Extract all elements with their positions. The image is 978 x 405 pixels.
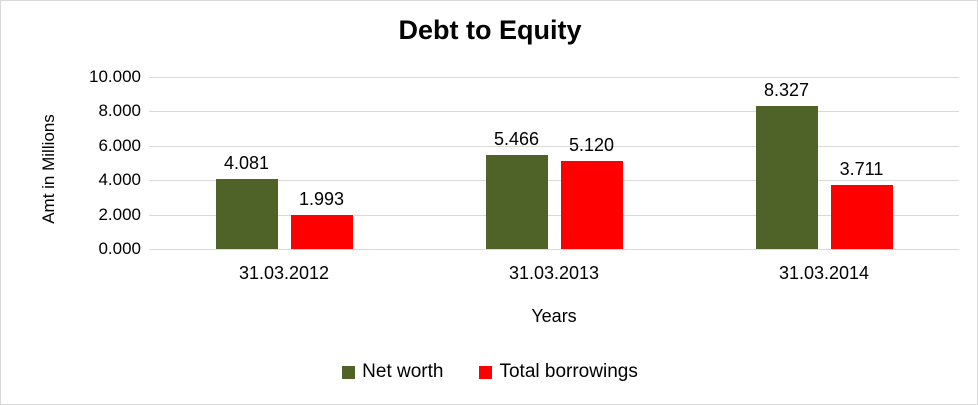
y-axis-tick-label: 10.000 (89, 67, 141, 86)
gridline (149, 214, 959, 216)
legend-item-net-worth[interactable]: Net worth (342, 361, 443, 383)
y-axis-tick-label: 2.000 (98, 204, 141, 224)
y-axis-tick-label: 4.000 (98, 170, 141, 190)
chart-title: Debt to Equity (398, 15, 582, 45)
y-axis-tick-label: 8.000 (98, 101, 141, 121)
bar-net-worth[interactable] (215, 178, 278, 249)
y-axis-tick-labels: 0.000 2.000 4.000 6.000 8.000 10.000 (41, 67, 141, 258)
bar-value-label: 4.081 (223, 152, 270, 173)
bar-total-borrowings[interactable] (560, 160, 623, 249)
bar-value-label: 8.327 (763, 79, 810, 100)
x-axis-title: Years (531, 306, 577, 326)
legend-item-total-borrowings[interactable]: Total borrowings (479, 361, 638, 383)
x-axis-category-label: 31.03.2012 (238, 263, 330, 283)
gridline (149, 77, 959, 78)
bar-value-label: 5.466 (493, 128, 540, 149)
plot-area: 4.081 1.993 5.466 5.120 8.327 3.711 (149, 77, 959, 250)
bar-net-worth[interactable] (485, 155, 548, 249)
legend-label: Total borrowings (499, 361, 638, 382)
bar-total-borrowings[interactable] (290, 214, 353, 249)
x-axis-category-label: 31.03.2014 (778, 263, 870, 283)
bar-total-borrowings[interactable] (830, 185, 893, 249)
gridline (149, 111, 959, 113)
y-axis-tick-label: 0.000 (98, 239, 141, 258)
x-axis-category-label: 31.03.2013 (508, 263, 600, 283)
x-axis-category-labels: 31.03.2012 31.03.2013 31.03.2014 (149, 263, 959, 289)
chart-legend: Net worth Total borrowings (1, 361, 977, 383)
bar-value-label: 3.711 (839, 159, 884, 180)
legend-swatch-icon (479, 365, 493, 379)
gridline (149, 145, 959, 147)
gridline (149, 249, 959, 250)
bar-net-worth[interactable] (755, 105, 818, 249)
gridline (149, 180, 959, 182)
y-axis-tick-label: 6.000 (98, 135, 141, 155)
bar-value-label: 1.993 (298, 188, 345, 209)
bar-value-label: 5.120 (568, 134, 615, 155)
legend-label: Net worth (362, 361, 444, 382)
legend-swatch-icon (342, 365, 356, 379)
